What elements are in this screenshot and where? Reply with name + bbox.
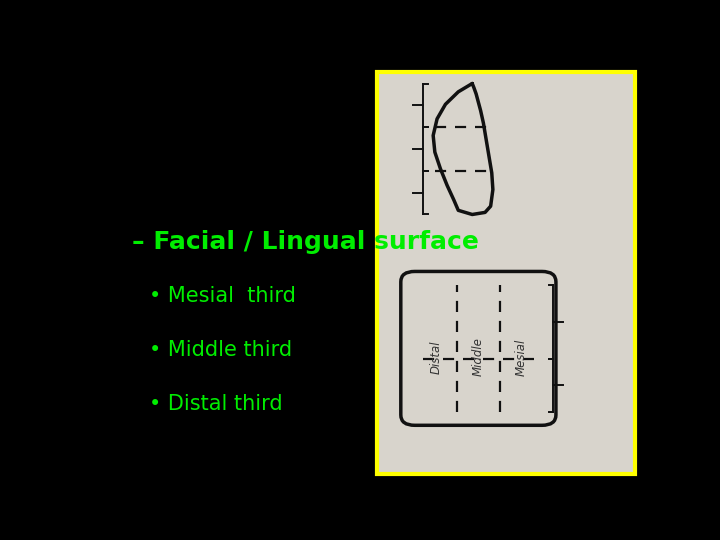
Text: • Mesial  third: • Mesial third — [148, 286, 295, 306]
Text: Middle: Middle — [472, 338, 485, 376]
Text: Distal: Distal — [429, 340, 443, 374]
Text: • Middle third: • Middle third — [148, 340, 292, 360]
Text: • Distal third: • Distal third — [148, 394, 282, 414]
Text: – Facial / Lingual surface: – Facial / Lingual surface — [132, 230, 479, 253]
Bar — [377, 72, 635, 474]
Text: Mesial: Mesial — [514, 338, 527, 375]
